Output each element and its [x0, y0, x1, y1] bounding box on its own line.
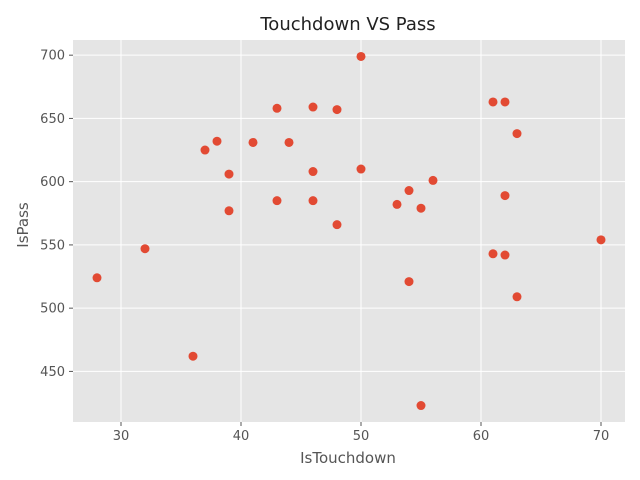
data-points [92, 51, 606, 411]
y-tick-label: 650 [40, 112, 65, 127]
data-point [272, 103, 282, 113]
data-point [200, 145, 210, 155]
data-point [392, 199, 402, 209]
data-point [512, 129, 522, 139]
data-point [248, 137, 258, 147]
y-axis-label: IsPass [14, 202, 32, 248]
data-point [404, 186, 414, 196]
x-tick-label: 70 [593, 429, 610, 444]
data-point [92, 273, 102, 283]
data-point [500, 97, 510, 107]
y-tick-label: 600 [40, 175, 65, 190]
data-point [140, 244, 150, 254]
data-point [488, 249, 498, 259]
data-point [500, 191, 510, 201]
data-point [488, 97, 498, 107]
plot-area [73, 40, 625, 422]
y-tick-label: 700 [40, 49, 65, 64]
axis-ticks: 30 40 50 60 70 450 500 550 600 650 700 [40, 49, 609, 444]
y-tick-label: 500 [40, 302, 65, 317]
chart-title: Touchdown VS Pass [259, 14, 435, 35]
x-tick-label: 30 [113, 429, 130, 444]
data-point [416, 401, 426, 411]
data-point [356, 51, 366, 61]
data-point [308, 196, 318, 206]
data-point [596, 235, 606, 245]
grid-lines [73, 40, 625, 422]
x-tick-label: 60 [473, 429, 490, 444]
data-point [224, 169, 234, 179]
data-point [224, 206, 234, 216]
x-tick-label: 50 [353, 429, 370, 444]
data-point [500, 250, 510, 260]
data-point [404, 277, 414, 287]
x-tick-label: 40 [233, 429, 250, 444]
data-point [212, 136, 222, 146]
data-point [188, 351, 198, 361]
x-axis-label: IsTouchdown [300, 449, 396, 467]
data-point [356, 164, 366, 174]
data-point [308, 102, 318, 112]
data-point [332, 220, 342, 230]
data-point [284, 137, 294, 147]
y-tick-label: 550 [40, 238, 65, 253]
data-point [428, 175, 438, 185]
data-point [272, 196, 282, 206]
data-point [332, 105, 342, 115]
data-point [308, 167, 318, 177]
data-point [512, 292, 522, 302]
y-tick-label: 450 [40, 365, 65, 380]
data-point [416, 203, 426, 213]
